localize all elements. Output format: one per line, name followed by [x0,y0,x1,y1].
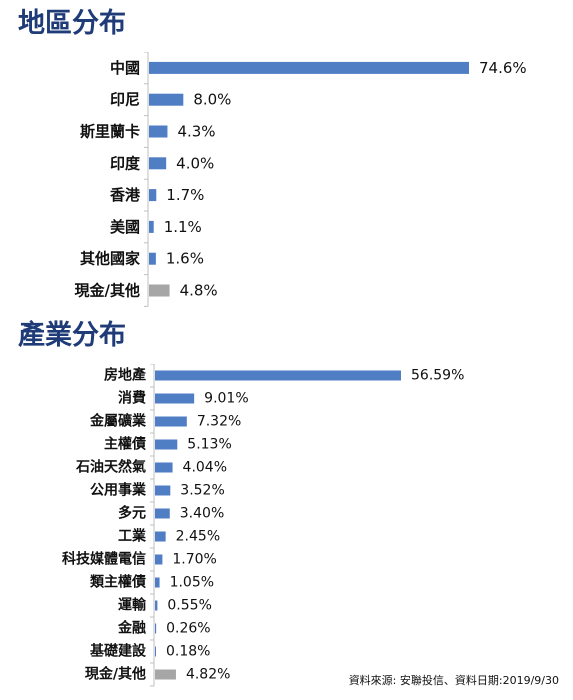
category-label: 中國 [110,59,140,77]
category-label: 科技媒體電信 [62,551,146,568]
value-label: 0.18% [166,644,210,660]
bar [149,284,170,297]
value-label: 1.70% [172,552,216,568]
bar [155,646,156,657]
value-label: 1.05% [170,575,214,591]
bar [155,485,171,496]
category-label: 房地產 [104,367,146,384]
bar [155,669,176,680]
bar [155,600,158,611]
value-label: 0.55% [167,598,211,614]
value-label: 3.40% [180,506,224,522]
bar [149,220,154,233]
category-label: 印度 [110,154,141,172]
bar [155,416,187,427]
value-label: 5.13% [187,437,231,453]
value-label: 4.82% [186,667,230,683]
value-label: 4.8% [180,282,218,300]
region-chart-title: 地區分布 [18,8,126,39]
bar [155,554,163,565]
bar [155,393,195,404]
category-label: 美國 [110,218,140,236]
value-label: 0.26% [166,621,210,637]
bar [149,61,469,74]
value-label: 4.0% [176,154,214,172]
category-label: 其他國家 [80,250,140,268]
category-label: 香港 [110,186,141,204]
value-label: 4.04% [183,460,227,476]
category-label: 工業 [118,528,147,545]
value-label: 74.6% [479,59,527,77]
category-label: 現金/其他 [75,282,140,300]
region-bar-chart: 中國 74.6% 印尼 8.0% 斯里蘭卡 4.3% 印度 4.0% 香港 1.7% 美國 1.1% 其… [75,52,527,307]
category-label: 運輸 [118,597,147,614]
category-label: 基礎建設 [90,643,147,660]
category-label: 斯里蘭卡 [80,123,140,141]
value-label: 56.59% [411,368,464,384]
value-label: 3.52% [180,483,224,499]
value-label: 9.01% [204,391,248,407]
bar [155,577,160,588]
bar [155,439,178,450]
bar [149,252,156,265]
category-label: 金屬礦業 [89,413,147,430]
bar [155,623,157,634]
bar [149,125,168,138]
bar [155,370,401,381]
bar [155,508,170,519]
category-label: 主權債 [104,436,146,453]
category-label: 消費 [118,390,146,407]
bar [149,189,157,202]
value-label: 7.32% [197,414,241,430]
bar [149,157,167,170]
value-label: 8.0% [193,91,231,109]
value-label: 2.45% [176,529,220,545]
category-label: 石油天然氣 [75,459,146,476]
category-label: 多元 [118,505,146,522]
industry-bar-chart: 房地產 56.59% 消費 9.01% 金屬礦業 7.32% 主權債 5.13% 石油天然氣 4.… [62,364,464,687]
value-label: 1.6% [166,250,204,268]
value-label: 1.1% [164,218,202,236]
category-label: 公用事業 [90,482,147,499]
value-label: 4.3% [177,123,215,141]
industry-chart-title: 產業分布 [18,320,126,351]
category-label: 金融 [117,620,146,637]
category-label: 印尼 [110,91,140,109]
bar [155,531,166,542]
bar [149,93,184,106]
value-label: 1.7% [166,186,204,204]
bar [155,462,173,473]
category-label: 類主權債 [89,574,146,591]
source-note: 資料來源: 安聯投信、資料日期:2019/9/30 [348,674,559,687]
category-label: 現金/其他 [85,666,146,683]
